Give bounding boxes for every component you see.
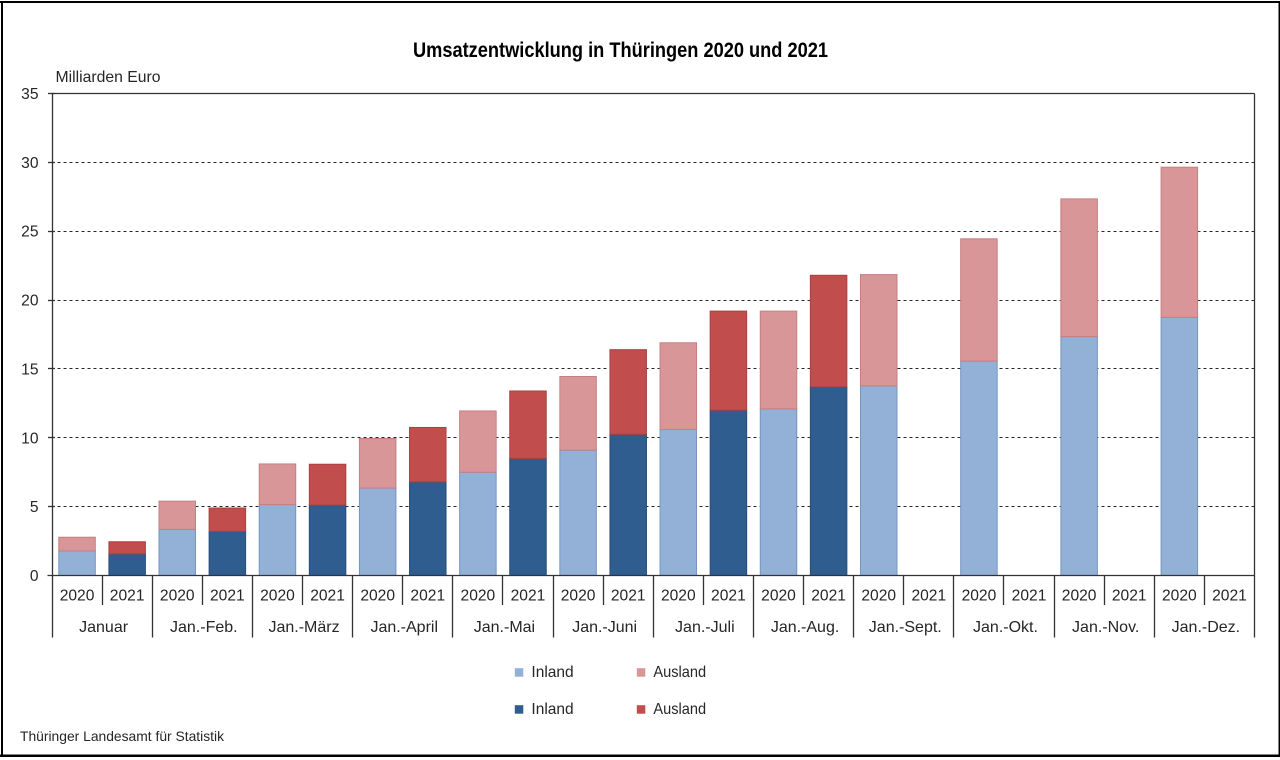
svg-text:Jan.-Nov.: Jan.-Nov.: [1072, 619, 1139, 636]
svg-text:Jan.-März: Jan.-März: [268, 619, 339, 636]
svg-text:Jan.-Feb.: Jan.-Feb.: [170, 619, 238, 636]
svg-text:Inland: Inland: [531, 701, 573, 718]
svg-text:Ausland: Ausland: [653, 701, 706, 718]
svg-text:2021: 2021: [911, 588, 946, 605]
svg-text:Jan.-Mai: Jan.-Mai: [474, 619, 535, 636]
svg-text:2020: 2020: [360, 588, 395, 605]
svg-text:2020: 2020: [761, 588, 796, 605]
svg-text:Jan.-April: Jan.-April: [370, 619, 438, 636]
svg-text:Ausland: Ausland: [653, 664, 706, 681]
svg-text:2020: 2020: [1062, 588, 1097, 605]
svg-text:2021: 2021: [310, 588, 345, 605]
svg-text:2020: 2020: [661, 588, 696, 605]
svg-text:2021: 2021: [210, 588, 245, 605]
svg-text:2021: 2021: [511, 588, 546, 605]
svg-text:2020: 2020: [461, 588, 496, 605]
svg-text:2021: 2021: [1112, 588, 1147, 605]
svg-text:2021: 2021: [711, 588, 746, 605]
svg-text:2021: 2021: [1012, 588, 1047, 605]
svg-text:30: 30: [21, 155, 39, 172]
svg-text:2021: 2021: [1212, 588, 1247, 605]
svg-text:2020: 2020: [861, 588, 896, 605]
svg-text:2020: 2020: [962, 588, 997, 605]
svg-text:Thüringer Landesamt für Statis: Thüringer Landesamt für Statistik: [20, 728, 225, 744]
svg-text:Jan.-Dez.: Jan.-Dez.: [1172, 619, 1240, 636]
svg-text:15: 15: [21, 361, 39, 378]
svg-text:Jan.-Sept.: Jan.-Sept.: [869, 619, 942, 636]
svg-text:2020: 2020: [260, 588, 295, 605]
svg-text:2021: 2021: [811, 588, 846, 605]
svg-text:Inland: Inland: [531, 664, 573, 681]
svg-text:Jan.-Aug.: Jan.-Aug.: [771, 619, 839, 636]
svg-text:2020: 2020: [1162, 588, 1197, 605]
svg-text:Jan.-Juni: Jan.-Juni: [572, 619, 637, 636]
svg-text:Januar: Januar: [79, 619, 129, 636]
svg-text:Umsatzentwicklung in Thüringen: Umsatzentwicklung in Thüringen 2020 und …: [413, 38, 828, 62]
svg-text:Jan.-Juli: Jan.-Juli: [675, 619, 735, 636]
svg-text:20: 20: [21, 293, 39, 310]
svg-text:10: 10: [21, 430, 39, 447]
svg-text:2021: 2021: [110, 588, 145, 605]
svg-text:2021: 2021: [611, 588, 646, 605]
svg-text:Milliarden Euro: Milliarden Euro: [56, 69, 161, 86]
svg-text:35: 35: [21, 86, 39, 103]
svg-text:2020: 2020: [561, 588, 596, 605]
svg-text:2020: 2020: [160, 588, 195, 605]
svg-text:2020: 2020: [60, 588, 95, 605]
svg-text:Jan.-Okt.: Jan.-Okt.: [973, 619, 1038, 636]
svg-text:2021: 2021: [410, 588, 445, 605]
svg-text:0: 0: [30, 568, 39, 585]
svg-text:5: 5: [30, 499, 39, 516]
svg-text:25: 25: [21, 224, 39, 241]
